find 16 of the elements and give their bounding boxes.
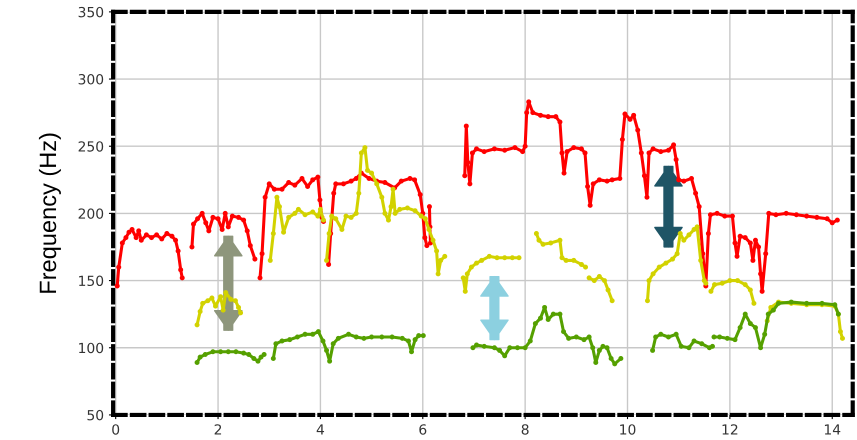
y-tick-label: 200 xyxy=(78,208,104,219)
x-tick-label: 4 xyxy=(316,424,324,434)
y-tick-label: 350 xyxy=(78,6,104,18)
y-axis-title: Frequency (Hz) xyxy=(38,134,61,293)
x-tick-label: 8 xyxy=(522,424,529,435)
x-tick-label: 12 xyxy=(722,424,738,434)
y-tick-label: 50 xyxy=(87,410,104,420)
x-tick-label: 2 xyxy=(214,424,222,434)
y-tick-label: 300 xyxy=(78,74,104,85)
x-tick-label: 14 xyxy=(824,424,840,434)
y-tick-label: 250 xyxy=(78,141,104,152)
y-tick-label: 100 xyxy=(79,342,104,354)
x-tick-label: 0 xyxy=(112,424,120,435)
x-tick-label: 10 xyxy=(620,424,636,435)
x-tick-label: 6 xyxy=(419,424,426,435)
y-tick-label: 150 xyxy=(79,276,104,286)
